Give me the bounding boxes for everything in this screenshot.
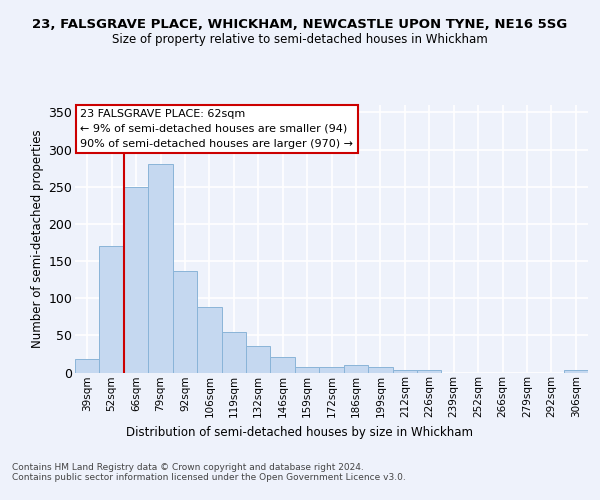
Bar — [221, 332, 246, 372]
Bar — [173, 270, 197, 372]
Bar — [392, 370, 417, 372]
Bar — [344, 365, 368, 372]
Bar — [246, 346, 271, 372]
Bar — [271, 357, 295, 372]
Bar — [563, 370, 588, 372]
Bar — [197, 307, 221, 372]
Bar — [319, 366, 344, 372]
Bar — [100, 246, 124, 372]
Bar — [124, 186, 148, 372]
Bar — [417, 370, 442, 372]
Bar — [368, 368, 392, 372]
Text: 23 FALSGRAVE PLACE: 62sqm
← 9% of semi-detached houses are smaller (94)
90% of s: 23 FALSGRAVE PLACE: 62sqm ← 9% of semi-d… — [80, 109, 353, 148]
Y-axis label: Number of semi-detached properties: Number of semi-detached properties — [31, 130, 44, 348]
Bar — [295, 366, 319, 372]
Bar — [75, 359, 100, 372]
Bar — [148, 164, 173, 372]
Text: 23, FALSGRAVE PLACE, WHICKHAM, NEWCASTLE UPON TYNE, NE16 5SG: 23, FALSGRAVE PLACE, WHICKHAM, NEWCASTLE… — [32, 18, 568, 30]
Text: Size of property relative to semi-detached houses in Whickham: Size of property relative to semi-detach… — [112, 32, 488, 46]
Text: Contains HM Land Registry data © Crown copyright and database right 2024.
Contai: Contains HM Land Registry data © Crown c… — [12, 463, 406, 482]
Text: Distribution of semi-detached houses by size in Whickham: Distribution of semi-detached houses by … — [127, 426, 473, 439]
